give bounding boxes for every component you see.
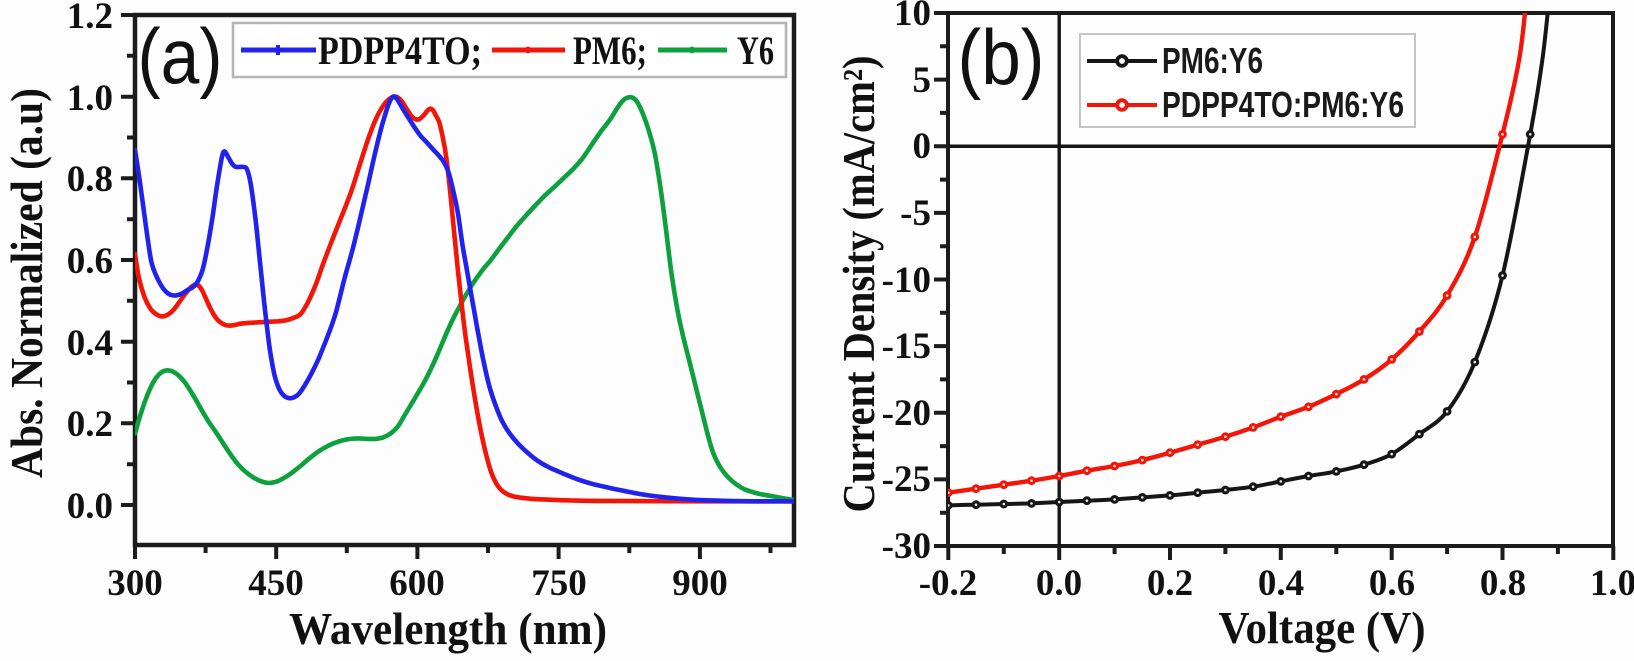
svg-text:0: 0 — [913, 126, 932, 167]
svg-text:-20: -20 — [882, 393, 931, 434]
svg-text:-15: -15 — [882, 326, 931, 367]
svg-text:-10: -10 — [882, 260, 931, 301]
svg-text:PM6;: PM6; — [573, 28, 647, 73]
svg-text:10: 10 — [894, 0, 931, 34]
svg-text:(b): (b) — [958, 13, 1045, 101]
svg-text:0.2: 0.2 — [67, 404, 113, 445]
svg-text:750: 750 — [531, 563, 587, 604]
svg-text:900: 900 — [672, 563, 728, 604]
svg-text:-25: -25 — [882, 459, 931, 500]
svg-text:PDPP4TO;: PDPP4TO; — [318, 28, 482, 73]
svg-text:0.4: 0.4 — [1258, 563, 1304, 604]
svg-text:0.4: 0.4 — [67, 323, 113, 364]
svg-text:Y6: Y6 — [737, 28, 774, 73]
svg-text:-30: -30 — [882, 526, 931, 567]
svg-text:PDPP4TO:PM6:Y6: PDPP4TO:PM6:Y6 — [1162, 84, 1404, 125]
svg-text:5: 5 — [913, 60, 932, 101]
svg-text:1.0: 1.0 — [1590, 563, 1634, 604]
svg-text:PM6:Y6: PM6:Y6 — [1162, 40, 1263, 81]
svg-text:0.0: 0.0 — [67, 486, 113, 527]
svg-text:Voltage (V): Voltage (V) — [1219, 602, 1426, 653]
svg-text:0.8: 0.8 — [67, 159, 113, 200]
svg-text:-5: -5 — [900, 193, 931, 234]
svg-text:0.2: 0.2 — [1147, 563, 1193, 604]
svg-text:0.0: 0.0 — [1036, 563, 1082, 604]
svg-text:0.8: 0.8 — [1480, 563, 1526, 604]
svg-text:Wavelength (nm): Wavelength (nm) — [289, 603, 607, 654]
svg-text:(a): (a) — [138, 12, 223, 100]
svg-text:0.6: 0.6 — [1369, 563, 1415, 604]
svg-text:0.6: 0.6 — [67, 241, 113, 282]
svg-text:1.0: 1.0 — [67, 78, 113, 119]
svg-text:300: 300 — [107, 563, 163, 604]
svg-text:-0.2: -0.2 — [919, 563, 978, 604]
svg-text:450: 450 — [248, 563, 304, 604]
svg-text:Abs. Normalized (a.u): Abs. Normalized (a.u) — [1, 88, 52, 478]
svg-text:600: 600 — [389, 563, 445, 604]
svg-text:Current Density (mA/cm²): Current Density (mA/cm²) — [833, 56, 884, 513]
svg-text:1.2: 1.2 — [67, 0, 113, 37]
